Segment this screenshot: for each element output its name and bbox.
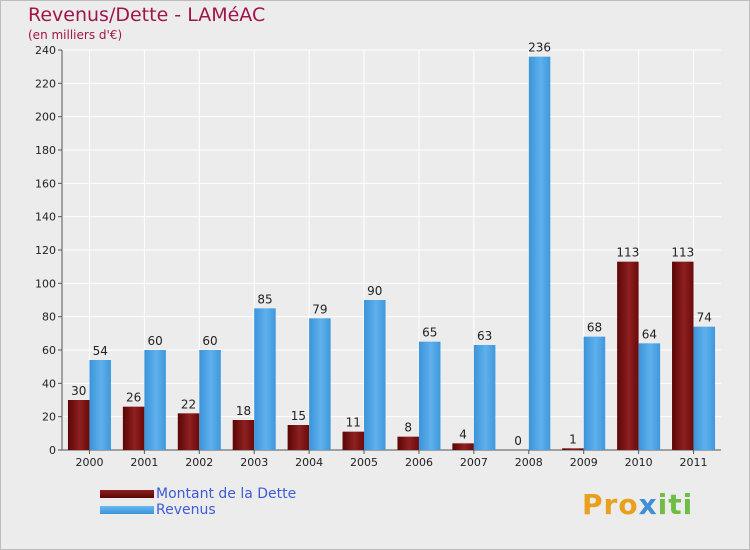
x-tick-label: 2011 [680,456,708,469]
y-tick-label: 60 [42,344,56,357]
legend-swatch-revenus [100,506,154,514]
x-tick-label: 2009 [570,456,598,469]
bar-revenus-2002 [199,350,221,450]
logo-part-2: x [638,488,658,521]
data-label-revenus-2011: 74 [697,311,712,325]
data-label-debt-2004: 15 [291,409,306,423]
x-tick-label: 2006 [405,456,433,469]
data-label-revenus-2010: 64 [642,327,657,341]
bar-revenus-2008 [528,56,551,451]
bar-debt-2005 [342,431,365,450]
bar-revenus-2000 [89,360,111,450]
bar-revenus-2003 [254,308,276,450]
x-tick-label: 2004 [295,456,323,469]
x-tick-label: 2000 [75,456,103,469]
proxiti-logo: Proxiti [582,488,693,521]
legend-swatch-debt [100,490,154,498]
bar-debt-2004 [287,425,310,450]
logo-part-1: Pro [582,488,639,521]
data-label-debt-2006: 8 [404,421,412,435]
bar-revenus-2009 [583,336,606,450]
legend: Montant de la Dette Revenus [100,486,296,518]
bar-debt-2002 [177,413,200,450]
x-tick-label: 2007 [460,456,488,469]
y-tick-label: 140 [35,211,56,224]
data-label-debt-2002: 22 [181,397,196,411]
bar-revenus-2005 [364,300,386,450]
data-label-debt-2008: 0 [514,434,522,448]
y-tick-label: 240 [35,44,56,57]
data-label-debt-2000: 30 [71,384,86,398]
data-label-debt-2005: 11 [346,416,361,430]
data-label-revenus-2009: 68 [587,321,602,335]
data-label-revenus-2005: 90 [367,284,382,298]
bar-debt-2006 [397,436,419,450]
y-tick-label: 120 [35,244,56,257]
legend-item-debt: Montant de la Dette [100,486,296,502]
data-label-revenus-2002: 60 [202,334,217,348]
data-label-debt-2001: 26 [126,391,141,405]
data-label-revenus-2001: 60 [147,334,162,348]
bar-revenus-2004 [309,318,331,450]
y-tick-label: 40 [42,377,56,390]
data-label-debt-2003: 18 [236,404,251,418]
x-tick-label: 2010 [625,456,653,469]
x-tick-label: 2005 [350,456,378,469]
legend-item-revenus: Revenus [100,502,296,518]
data-label-revenus-2008: 236 [528,41,551,55]
chart-title: Revenus/Dette - LAMéAC [28,4,266,26]
data-label-revenus-2003: 85 [257,292,272,306]
y-tick-label: 180 [35,144,56,157]
legend-label-revenus: Revenus [156,502,216,518]
bar-revenus-2011 [693,326,716,450]
bar-revenus-2007 [473,345,496,450]
chart-subtitle: (en milliers d'€) [28,28,123,42]
data-label-debt-2011: 113 [671,246,694,260]
bar-debt-2001 [122,406,145,450]
bar-debt-2003 [232,420,255,450]
bar-revenus-2006 [418,341,441,450]
data-label-revenus-2006: 65 [422,326,437,340]
bar-debt-2000 [67,400,90,450]
y-tick-label: 20 [42,411,56,424]
bar-debt-2009 [562,448,584,450]
bar-debt-2010 [617,261,639,450]
logo-part-3: iti [657,488,694,521]
y-tick-label: 80 [42,311,56,324]
x-tick-label: 2001 [130,456,158,469]
x-tick-label: 2003 [240,456,268,469]
data-label-debt-2007: 4 [459,427,467,441]
y-tick-label: 160 [35,177,56,190]
y-tick-label: 100 [35,277,56,290]
bar-debt-2007 [452,443,474,450]
y-tick-label: 200 [35,111,56,124]
x-tick-label: 2008 [515,456,543,469]
bar-debt-2011 [672,261,694,450]
legend-label-debt: Montant de la Dette [156,486,297,502]
data-label-revenus-2004: 79 [312,302,327,316]
bar-revenus-2010 [638,343,661,450]
y-tick-label: 0 [49,444,56,457]
bar-revenus-2001 [144,350,166,450]
data-label-debt-2010: 113 [616,246,639,260]
x-tick-label: 2002 [185,456,213,469]
data-label-debt-2009: 1 [569,432,577,446]
data-label-revenus-2000: 54 [93,344,108,358]
y-tick-label: 220 [35,77,56,90]
data-label-revenus-2007: 63 [477,329,492,343]
